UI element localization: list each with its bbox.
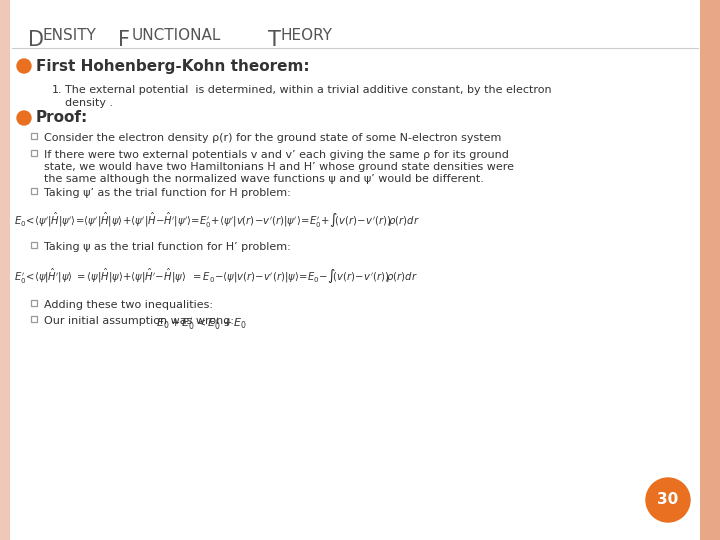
Text: First Hohenberg-Kohn theorem:: First Hohenberg-Kohn theorem: <box>36 58 310 73</box>
Bar <box>31 316 37 322</box>
Text: state, we would have two Hamiltonians H and H’ whose ground state densities were: state, we would have two Hamiltonians H … <box>44 162 514 172</box>
Circle shape <box>17 111 31 125</box>
Bar <box>31 242 37 248</box>
Bar <box>31 150 37 156</box>
Text: UNCTIONAL: UNCTIONAL <box>132 29 221 44</box>
Bar <box>31 300 37 306</box>
Text: the same although the normalized wave functions ψ and ψ’ would be different.: the same although the normalized wave fu… <box>44 174 484 184</box>
Text: Taking ψ’ as the trial function for H problem:: Taking ψ’ as the trial function for H pr… <box>44 188 291 198</box>
Text: $E_0+E_0'<E_0'+E_0$: $E_0+E_0'<E_0'+E_0$ <box>156 316 247 332</box>
Text: $E_0\!<\!\langle\psi'|\hat{H}|\psi'\rangle\!=\!\langle\psi'|\hat{H}|\psi\rangle\: $E_0\!<\!\langle\psi'|\hat{H}|\psi'\rang… <box>14 211 420 229</box>
FancyBboxPatch shape <box>700 0 720 540</box>
Text: $E_0'\!<\!\langle\psi|\hat{H}'|\psi\rangle\;=\langle\psi|\hat{H}|\psi\rangle\!+\: $E_0'\!<\!\langle\psi|\hat{H}'|\psi\rang… <box>14 266 418 286</box>
Text: 1.: 1. <box>52 85 63 95</box>
Circle shape <box>646 478 690 522</box>
Bar <box>31 188 37 194</box>
Text: 30: 30 <box>657 492 679 508</box>
Text: ENSITY: ENSITY <box>42 29 96 44</box>
Text: Taking ψ as the trial function for H’ problem:: Taking ψ as the trial function for H’ pr… <box>44 242 291 252</box>
Text: The external potential  is determined, within a trivial additive constant, by th: The external potential is determined, wi… <box>65 85 552 95</box>
Text: Proof:: Proof: <box>36 111 89 125</box>
Text: F: F <box>118 30 130 50</box>
Text: HEORY: HEORY <box>281 29 333 44</box>
Text: T: T <box>268 30 281 50</box>
Text: D: D <box>28 30 44 50</box>
Bar <box>31 133 37 139</box>
Text: Our initial assumption was wrong:: Our initial assumption was wrong: <box>44 316 234 326</box>
Text: density .: density . <box>65 98 113 108</box>
Text: Consider the electron density ρ(r) for the ground state of some N-electron syste: Consider the electron density ρ(r) for t… <box>44 133 501 143</box>
Text: Adding these two inequalities:: Adding these two inequalities: <box>44 300 213 310</box>
Text: If there were two external potentials v and v’ each giving the same ρ for its gr: If there were two external potentials v … <box>44 150 509 160</box>
FancyBboxPatch shape <box>0 0 10 540</box>
Circle shape <box>17 59 31 73</box>
